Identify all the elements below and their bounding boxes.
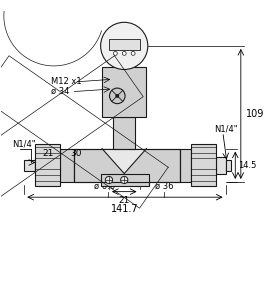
Circle shape xyxy=(105,176,112,184)
Text: ø 34: ø 34 xyxy=(51,87,69,96)
Circle shape xyxy=(113,51,117,55)
Text: 21: 21 xyxy=(42,148,54,158)
Text: 21: 21 xyxy=(119,196,130,205)
Text: 14.5: 14.5 xyxy=(238,161,256,170)
Bar xyxy=(109,39,140,50)
Text: N1/4": N1/4" xyxy=(215,125,238,134)
Bar xyxy=(216,157,225,174)
Polygon shape xyxy=(102,148,146,174)
Text: 109: 109 xyxy=(246,109,265,119)
Circle shape xyxy=(122,51,126,55)
Bar xyxy=(74,148,180,182)
Bar xyxy=(101,174,149,186)
Text: 30: 30 xyxy=(70,148,81,158)
Bar xyxy=(225,160,231,171)
Circle shape xyxy=(121,176,128,184)
Circle shape xyxy=(116,94,119,98)
Bar xyxy=(113,117,135,148)
Bar xyxy=(35,144,60,186)
Bar xyxy=(60,148,74,182)
Circle shape xyxy=(101,22,148,70)
Bar xyxy=(180,148,191,182)
Bar xyxy=(24,160,35,171)
Text: 141.7: 141.7 xyxy=(111,204,139,214)
Bar xyxy=(102,67,146,117)
Bar xyxy=(74,148,180,182)
Text: N1/4": N1/4" xyxy=(12,140,35,149)
Text: M12 x1: M12 x1 xyxy=(51,77,81,86)
Text: ø 6.6: ø 6.6 xyxy=(94,181,115,190)
Text: ø 36: ø 36 xyxy=(155,181,174,190)
Circle shape xyxy=(131,51,135,55)
Circle shape xyxy=(110,88,125,103)
Bar xyxy=(191,144,216,186)
